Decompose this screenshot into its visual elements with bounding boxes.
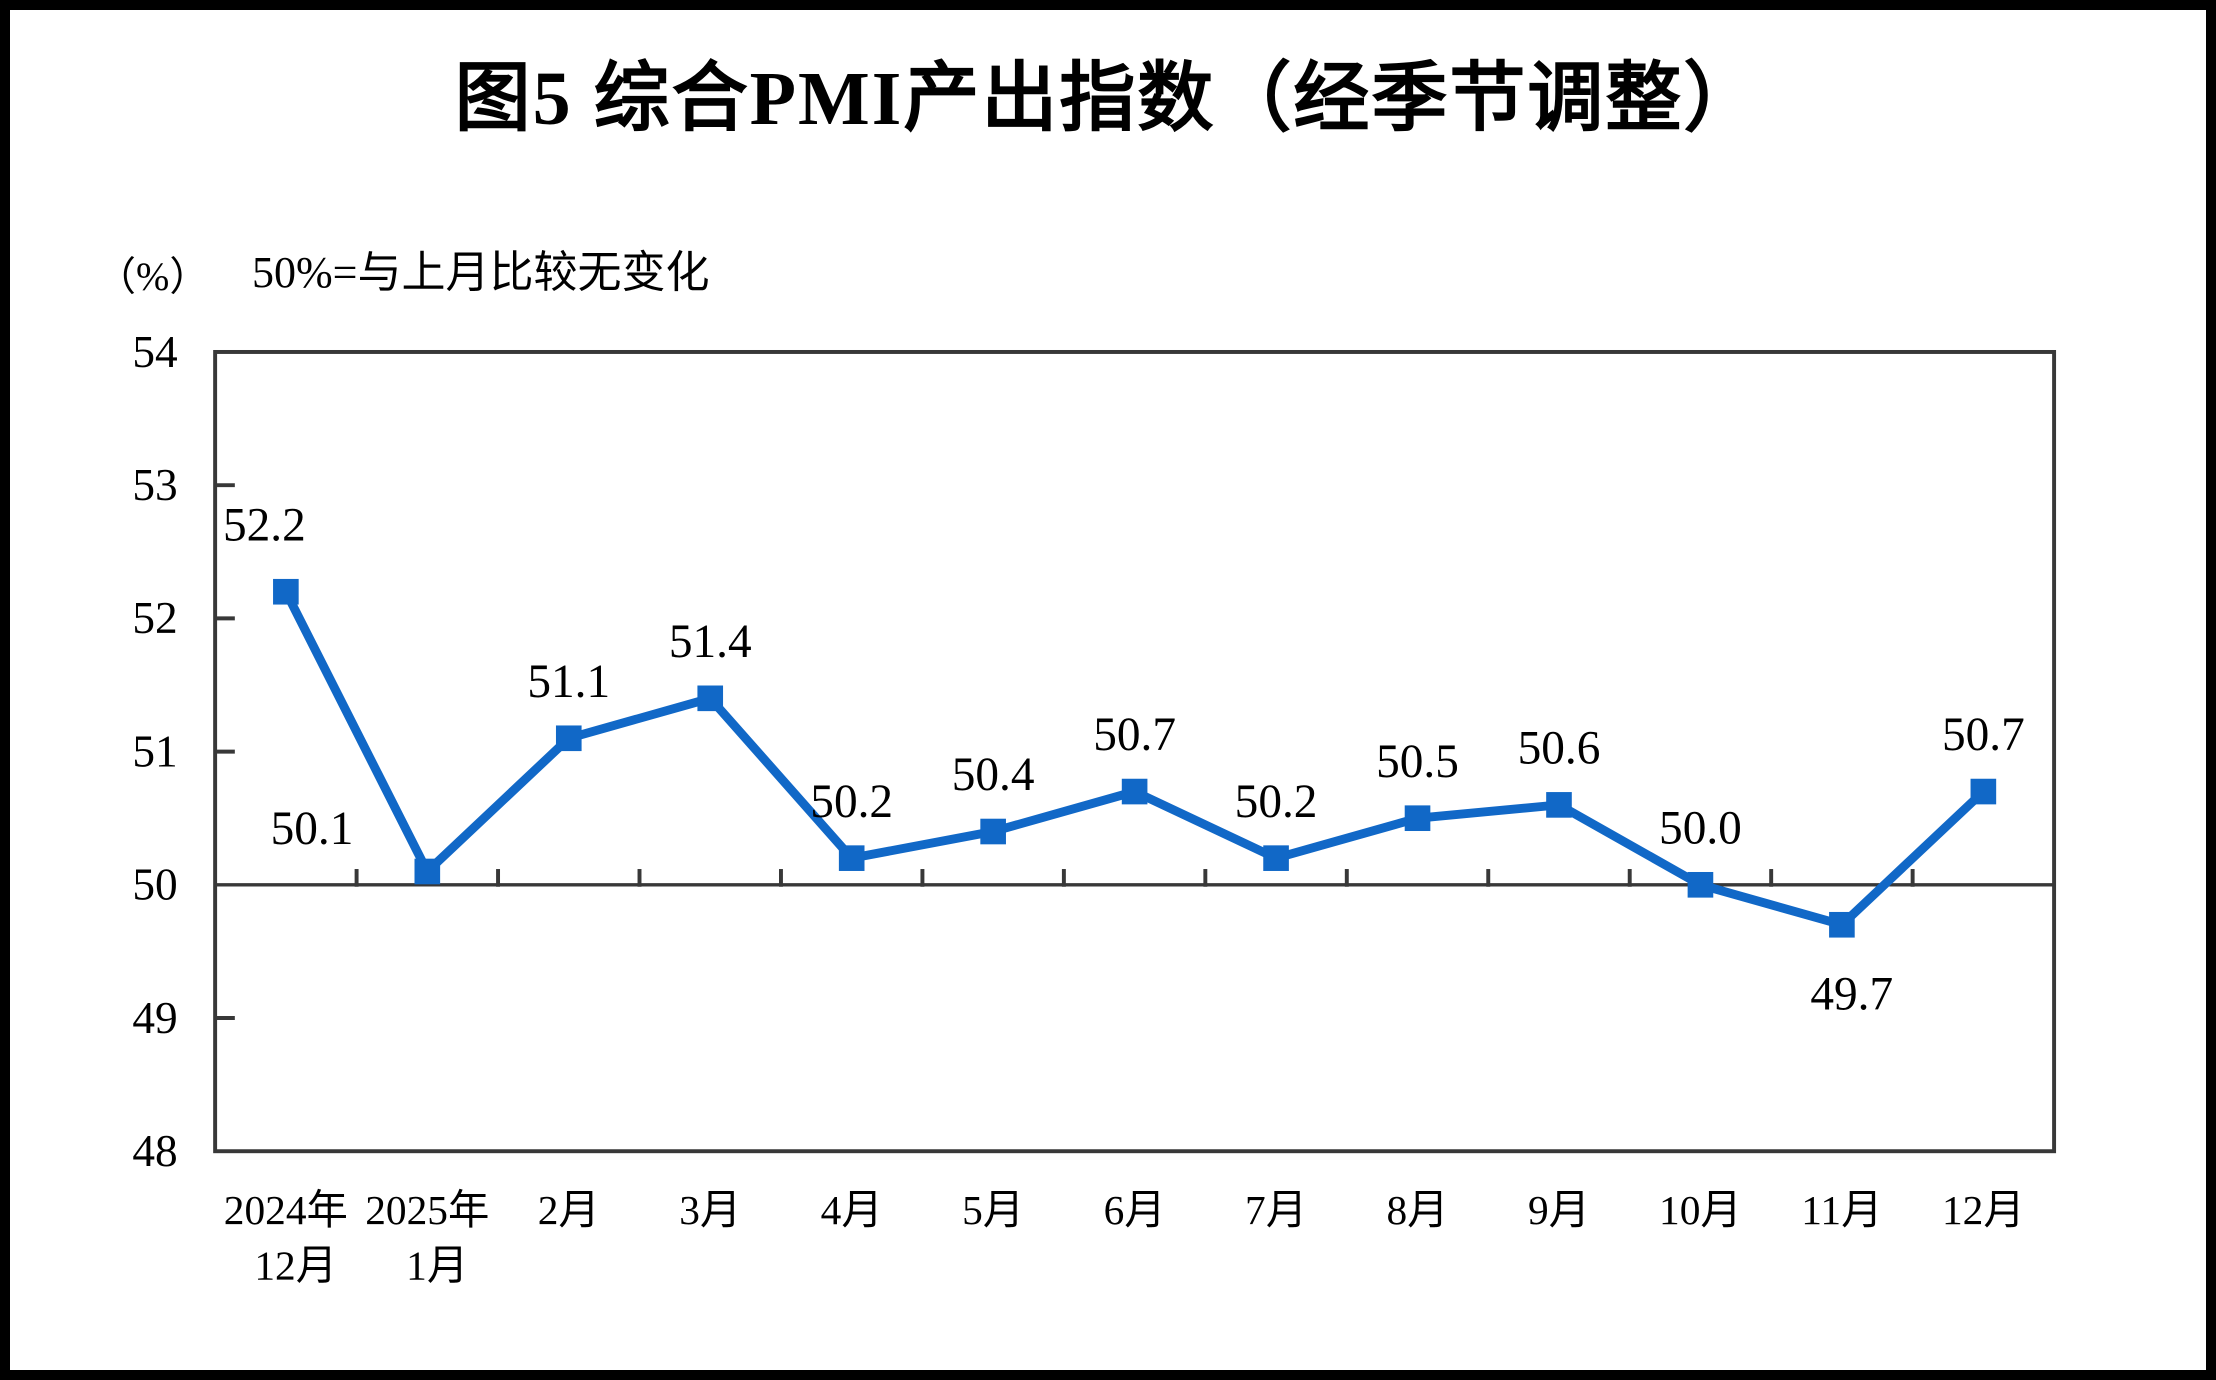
- data-point-marker: [1829, 911, 1855, 938]
- x-axis-category-label: 7月: [1245, 1187, 1307, 1233]
- data-point-marker: [273, 578, 299, 605]
- data-point-marker: [1263, 845, 1289, 871]
- data-point-label: 50.1: [271, 803, 354, 855]
- data-point-marker: [1687, 871, 1714, 898]
- x-axis-category-label: 9月: [1528, 1187, 1590, 1233]
- x-axis-category-label: 2月: [538, 1187, 600, 1233]
- data-point-marker: [980, 818, 1006, 845]
- data-point-label: 50.4: [952, 749, 1035, 801]
- data-point-marker: [1970, 778, 1997, 805]
- y-axis-tick-label: 48: [132, 1126, 177, 1176]
- data-point-marker: [1121, 778, 1148, 805]
- x-axis-category-label: 5月: [962, 1187, 1024, 1233]
- x-axis-category-label: 8月: [1386, 1187, 1448, 1233]
- data-point-label: 50.5: [1376, 736, 1459, 788]
- data-point-marker: [838, 845, 865, 871]
- data-point-label: 50.2: [1235, 776, 1318, 828]
- x-axis-category-label: 2024年 12月: [224, 1187, 348, 1288]
- data-point-label: 50.7: [1093, 709, 1176, 761]
- data-point-label: 50.2: [810, 776, 893, 828]
- y-axis-tick-label: 53: [132, 460, 177, 510]
- y-axis-unit-label: （%）: [96, 254, 210, 299]
- x-axis-category-label: 12月: [1942, 1187, 2025, 1233]
- data-point-marker: [414, 858, 441, 885]
- data-point-label: 50.6: [1518, 722, 1601, 774]
- chart-title: 图5 综合PMI产出指数（经季节调整）: [454, 57, 1762, 141]
- y-axis-tick-label: 51: [132, 726, 177, 776]
- x-axis-category-label: 2025年 1月: [365, 1187, 489, 1288]
- x-axis-category-label: 10月: [1659, 1187, 1742, 1233]
- data-point-label: 50.0: [1659, 802, 1742, 854]
- y-axis-tick-label: 52: [132, 593, 177, 643]
- pmi-line-chart: 48 49 50 51 52 53 54 52.2 50.1 51.1 51.4 50.2 50.4 50…: [132, 327, 2057, 1288]
- data-point-marker: [555, 725, 582, 752]
- x-axis-category-label: 3月: [679, 1187, 741, 1233]
- y-axis-tick-label: 54: [132, 327, 177, 377]
- data-point-marker: [1404, 805, 1431, 832]
- data-point-label: 49.7: [1810, 969, 1893, 1021]
- x-axis-category-label: 11月: [1801, 1187, 1882, 1233]
- y-axis-tick-label: 50: [132, 860, 177, 910]
- data-point-marker: [1546, 792, 1572, 818]
- data-point-label: 51.1: [527, 656, 610, 708]
- x-axis-category-label: 4月: [821, 1187, 883, 1233]
- y-axis-tick-label: 49: [132, 993, 177, 1043]
- chart-subtitle: 50%=与上月比较无变化: [252, 248, 710, 297]
- x-axis-category-label: 6月: [1104, 1187, 1166, 1233]
- data-point-label: 51.4: [669, 616, 752, 668]
- data-point-marker: [697, 685, 724, 712]
- data-point-label: 52.2: [223, 499, 306, 551]
- data-point-label: 50.7: [1942, 709, 2025, 761]
